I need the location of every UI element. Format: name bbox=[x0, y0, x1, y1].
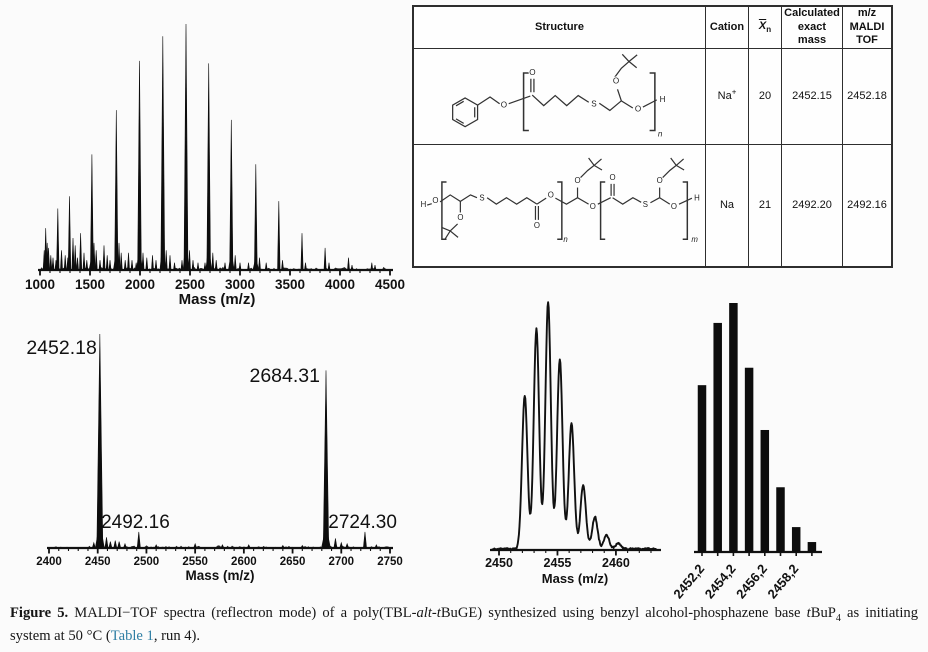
figure-label: Figure 5. bbox=[10, 605, 69, 621]
svg-text:2684.31: 2684.31 bbox=[249, 365, 320, 387]
svg-text:2500: 2500 bbox=[134, 556, 160, 568]
cell-xn-2: 21 bbox=[749, 145, 782, 266]
svg-text:4000: 4000 bbox=[325, 277, 355, 292]
cell-cation-1: Na+ bbox=[706, 49, 749, 145]
svg-text:2450: 2450 bbox=[485, 556, 513, 570]
svg-text:2000: 2000 bbox=[125, 277, 155, 292]
structure-1-atom-labels: O O S O O Hn bbox=[499, 66, 666, 138]
svg-text:S: S bbox=[479, 193, 484, 202]
svg-text:Mass (m/z): Mass (m/z) bbox=[185, 568, 254, 583]
svg-text:O: O bbox=[533, 221, 539, 230]
xbar-symbol: X bbox=[758, 19, 767, 32]
svg-text:4500: 4500 bbox=[375, 277, 405, 292]
svg-text:O: O bbox=[609, 173, 615, 182]
svg-text:n: n bbox=[657, 129, 662, 138]
svg-text:O: O bbox=[634, 104, 640, 113]
svg-text:O: O bbox=[529, 67, 535, 76]
svg-text:1500: 1500 bbox=[75, 277, 105, 292]
figure-caption: Figure 5. MALDI−TOF spectra (reflectron … bbox=[10, 605, 919, 645]
svg-text:2458,2: 2458,2 bbox=[764, 561, 801, 601]
svg-text:2492.16: 2492.16 bbox=[101, 512, 170, 533]
full-spectrum-chart: 1000 1500 2000 2500 3000 3500 4000 4500 Mass (m/… bbox=[25, 23, 405, 308]
svg-text:O: O bbox=[589, 201, 595, 210]
col-header-mz-maldi: m/z MALDI TOF bbox=[843, 7, 891, 49]
svg-text:O: O bbox=[457, 212, 463, 221]
svg-text:H: H bbox=[420, 199, 426, 208]
col-header-xn: Xn bbox=[749, 7, 782, 49]
table-1-link[interactable]: Table 1 bbox=[110, 628, 154, 645]
svg-text:O: O bbox=[500, 100, 506, 109]
svg-text:H: H bbox=[694, 193, 700, 202]
svg-text:n: n bbox=[563, 234, 567, 243]
svg-text:1000: 1000 bbox=[25, 277, 55, 292]
svg-text:2460: 2460 bbox=[602, 556, 630, 570]
svg-text:Mass (m/z): Mass (m/z) bbox=[179, 291, 256, 308]
cell-calc-mass-1: 2452.15 bbox=[782, 49, 843, 145]
svg-text:H: H bbox=[659, 94, 665, 103]
svg-text:3500: 3500 bbox=[275, 277, 305, 292]
structure-table: Structure Cation Xn Calculated exact mas… bbox=[412, 5, 893, 268]
svg-text:2452,2: 2452,2 bbox=[670, 561, 707, 601]
svg-text:O: O bbox=[574, 175, 580, 184]
svg-text:2700: 2700 bbox=[328, 556, 354, 568]
structure-1-bonds bbox=[451, 53, 657, 131]
col-header-calc-mass: Calculated exact mass bbox=[782, 7, 843, 49]
svg-text:2452.18: 2452.18 bbox=[26, 337, 97, 359]
xbar-sub: n bbox=[766, 25, 772, 35]
svg-text:O: O bbox=[656, 175, 662, 184]
svg-text:2750: 2750 bbox=[377, 556, 403, 568]
svg-text:S: S bbox=[642, 199, 647, 208]
svg-text:O: O bbox=[670, 201, 676, 210]
svg-text:2454,2: 2454,2 bbox=[702, 561, 739, 601]
svg-text:O: O bbox=[432, 196, 438, 205]
svg-text:2724.30: 2724.30 bbox=[328, 512, 397, 533]
svg-text:O: O bbox=[612, 76, 618, 85]
svg-text:S: S bbox=[591, 99, 597, 108]
cell-maldi-2: 2492.16 bbox=[847, 198, 887, 211]
cell-cation-2: Na bbox=[706, 145, 749, 266]
svg-text:2450: 2450 bbox=[85, 556, 111, 568]
svg-text:2550: 2550 bbox=[182, 556, 208, 568]
col-header-cation: Cation bbox=[706, 7, 749, 49]
cell-xn-1: 20 bbox=[749, 49, 782, 145]
structure-2-bonds bbox=[426, 157, 692, 240]
svg-text:O: O bbox=[547, 190, 553, 199]
cell-calc-mass-2: 2492.20 bbox=[782, 145, 843, 266]
svg-text:2455: 2455 bbox=[544, 556, 572, 570]
col-header-structure: Structure bbox=[414, 7, 706, 49]
svg-text:2500: 2500 bbox=[175, 277, 205, 292]
svg-text:2650: 2650 bbox=[280, 556, 306, 568]
zoom-spectrum-chart: 2400 2450 2500 2550 2600 2650 2700 2750 Mass (m/… bbox=[26, 333, 403, 583]
svg-text:2400: 2400 bbox=[36, 556, 62, 568]
svg-text:3000: 3000 bbox=[225, 277, 255, 292]
svg-text:2456,2: 2456,2 bbox=[733, 561, 770, 601]
svg-text:Mass (m/z): Mass (m/z) bbox=[542, 571, 608, 586]
svg-text:2600: 2600 bbox=[231, 556, 257, 568]
svg-text:m: m bbox=[691, 234, 698, 243]
cell-maldi-1: 2452.18 bbox=[843, 49, 891, 145]
